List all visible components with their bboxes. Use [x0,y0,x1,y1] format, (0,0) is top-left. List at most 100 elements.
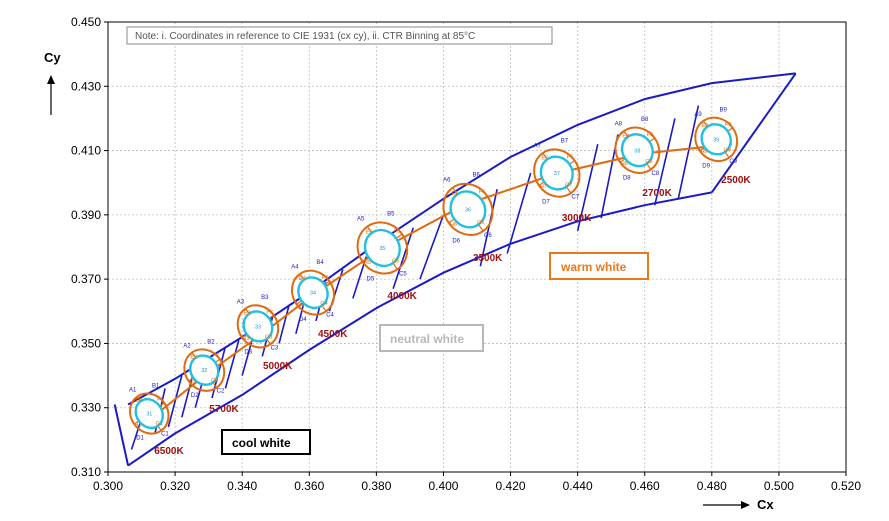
bin-divider [654,118,676,206]
region-label: cool white [232,436,291,450]
x-tick-label: 0.500 [764,479,794,493]
bin-label: B3 [261,295,269,301]
ellipse-inner [700,123,732,156]
cct-label: 3500K [473,253,503,264]
region-box [221,429,311,455]
subbin-label: G1 [156,421,163,427]
bin-label: B1 [152,384,160,390]
ellipse-center-label: 39 [713,137,719,143]
x-tick-label: 0.440 [563,479,593,493]
y-tick-label: 0.390 [71,208,101,222]
subbin-label: H9 [700,149,707,155]
cct-label: 4500K [318,329,348,340]
y-tick-label: 0.330 [71,401,101,415]
subbin-label: F2 [213,353,219,359]
subbin-label: E8 [622,133,629,139]
cct-label: 3000K [562,213,592,224]
bin-label: D9 [702,163,710,169]
y-tick-label: 0.370 [71,272,101,286]
bin-label: B4 [316,260,324,266]
x-tick-label: 0.480 [697,479,727,493]
ellipse-center-label: 34 [310,291,316,297]
subbin-label: F5 [394,228,400,234]
bin-label: C5 [399,271,407,277]
ellipse-inner [134,397,165,430]
subbin-label: E2 [190,354,197,360]
note-box: Note: i. Coordinates in reference to CIE… [126,26,553,45]
subbin-label: G4 [320,301,327,307]
subbin-label: H2 [189,379,196,385]
note-text: Note: i. Coordinates in reference to CIE… [135,31,475,42]
x-tick-label: 0.520 [831,479,861,493]
bin-label: A2 [183,344,191,350]
subbin-label: F9 [725,122,731,128]
ellipse-inner [449,190,487,229]
x-tick-label: 0.420 [496,479,526,493]
region-box [549,252,649,280]
region-labels: cool white neutral white warm white [221,252,649,455]
ellipse-inner [242,310,274,343]
bin-label: C1 [161,431,169,437]
ellipse-group [614,126,661,174]
bin-divider [278,304,290,344]
x-tick-label: 0.320 [160,479,190,493]
ellipse-center-label: 33 [255,324,261,330]
subbin-label: E1 [136,398,143,404]
ellipse-inner [189,354,220,386]
ellipse-inner [539,155,574,191]
x-tick-label: 0.460 [630,479,660,493]
ellipse-center-label: 31 [146,412,152,418]
bin-envelope-lower [127,191,712,467]
ellipse-group [236,304,280,349]
subbin-label: G6 [477,220,484,226]
ellipse-group [694,116,739,163]
bin-label: A6 [443,178,451,184]
ellipse-center-label: 38 [634,148,640,154]
y-tick-label: 0.430 [71,79,101,93]
ellipse-inner [363,228,401,268]
bin-divider [506,172,532,254]
bin-divider [167,375,183,428]
subbin-label: H6 [450,222,457,228]
bin-label: D7 [542,200,550,206]
subbin-label: H7 [540,184,547,190]
ellipse-group [442,182,494,236]
bin-label: A4 [291,265,299,271]
subbin-label: G3 [265,334,272,340]
bin-label: D2 [191,393,199,399]
cct-label: 5000K [263,361,293,372]
subbin-label: G9 [724,148,731,154]
subbin-label: G8 [645,159,652,165]
subbin-label: G7 [565,183,572,189]
bin-label: B6 [472,172,480,178]
bin-divider [224,339,240,389]
bin-label: D3 [244,350,252,356]
bin-label: A9 [694,112,702,118]
x-tick-label: 0.400 [428,479,458,493]
ellipse-group [290,269,336,316]
ellipse-center-label: 35 [379,246,385,252]
subbin-label: F4 [322,275,328,281]
ellipse-group [533,148,581,198]
subbin-label: G2 [211,378,218,384]
ellipse-center-label: 36 [465,207,471,213]
bin-label: A1 [129,388,137,394]
x-tick-label: 0.300 [93,479,123,493]
bin-label: D5 [367,277,375,283]
y-axis-arrow [47,75,55,115]
subbin-label: E5 [366,230,373,236]
subbin-label: E9 [702,123,709,129]
plot-frame [107,21,847,473]
cct-label: 2500K [721,175,751,186]
subbin-label: H8 [621,161,628,167]
bin-label: A7 [534,143,542,149]
axes: 0.300 0.320 0.340 0.360 0.380 0.400 0.420 0.440… [71,15,861,493]
cct-label: 6500K [154,446,184,457]
y-tick-label: 0.350 [71,336,101,350]
bin-envelope-left-edge [113,404,130,466]
x-tick-label: 0.360 [294,479,324,493]
bin-divider [392,227,415,290]
bin-label: D8 [623,176,631,182]
x-axis-title: Cx [757,497,774,512]
